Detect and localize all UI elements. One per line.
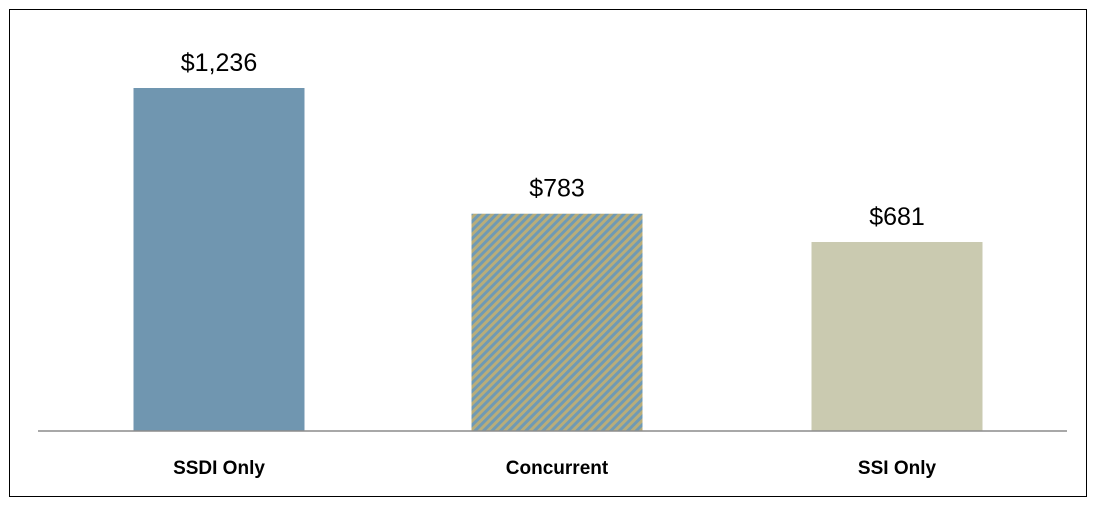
bar-concurrent — [471, 213, 643, 431]
data-label: $783 — [529, 175, 585, 203]
data-label: $1,236 — [181, 49, 257, 77]
bars-group — [133, 88, 983, 431]
labels-group: $1,236 SSDI Only $783 Concurrent $681 SSI Onl… — [173, 49, 936, 479]
x-tick-label: SSDI Only — [173, 458, 265, 479]
x-tick-label: SSI Only — [858, 458, 937, 479]
bar-ssdi-only — [133, 88, 305, 431]
bar-ssi-only — [811, 242, 983, 431]
x-tick-label: Concurrent — [506, 458, 609, 479]
data-label: $681 — [869, 203, 925, 231]
